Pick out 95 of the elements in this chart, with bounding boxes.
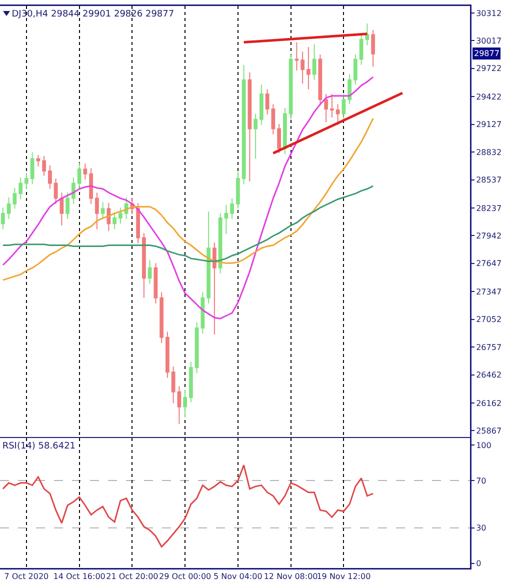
- y-tick-label: 29722: [476, 64, 502, 74]
- candlestick: [260, 84, 264, 126]
- candlestick: [300, 51, 304, 84]
- candlestick: [348, 74, 352, 105]
- candlestick: [212, 242, 216, 336]
- candlestick: [136, 202, 140, 244]
- candlestick: [265, 88, 270, 116]
- candlestick: [294, 42, 299, 71]
- candlestick: [106, 202, 111, 232]
- y-tick-label: 30312: [476, 8, 502, 18]
- chart-title: DJ30,H4 29844 29901 29826 29877: [12, 9, 174, 20]
- candlestick: [218, 212, 222, 274]
- candlestick: [224, 204, 228, 234]
- line-series: [2, 464, 374, 548]
- candlestick: [6, 196, 11, 220]
- candlestick: [277, 124, 281, 154]
- candlestick: [100, 202, 105, 220]
- y-tick-label: 0: [476, 559, 482, 568]
- candlestick: [236, 171, 240, 210]
- candlestick: [48, 164, 52, 190]
- candlestick: [154, 262, 158, 304]
- candlestick: [77, 162, 82, 190]
- candlestick: [66, 192, 70, 220]
- line-series: [2, 76, 374, 320]
- candlestick: [288, 54, 293, 120]
- x-tick-label: 12 Nov 08:00: [264, 572, 318, 582]
- line-series: [2, 118, 374, 281]
- candlestick: [354, 54, 358, 86]
- candlestick: [177, 386, 182, 424]
- candlestick: [42, 155, 46, 176]
- candlestick: [1, 207, 5, 230]
- candlestick: [18, 177, 22, 200]
- candlestick: [371, 30, 375, 68]
- candlestick: [60, 192, 64, 226]
- candlestick: [312, 44, 316, 80]
- candlestick: [271, 104, 276, 135]
- candlestick: [95, 192, 99, 230]
- line-series: [2, 185, 374, 262]
- candlestick: [365, 22, 370, 46]
- chart-title: RSI(14) 58.6421: [2, 441, 76, 452]
- candlestick: [189, 361, 193, 403]
- y-tick-label: 26162: [476, 398, 502, 408]
- y-tick-label: 27647: [476, 259, 502, 268]
- x-tick-label: 29 Oct 00:00: [158, 572, 212, 582]
- candlestick: [318, 54, 322, 106]
- candlestick: [12, 187, 17, 210]
- y-tick-label: 29127: [476, 120, 502, 130]
- candlestick: [206, 210, 210, 304]
- candlestick: [54, 178, 58, 204]
- y-tick-label: 25867: [476, 426, 502, 436]
- candlestick: [283, 108, 287, 155]
- candlestick: [194, 322, 199, 374]
- candlestick: [142, 232, 146, 298]
- candlestick: [359, 34, 364, 66]
- candlestick: [230, 198, 234, 220]
- y-tick-label: 70: [476, 476, 486, 486]
- candlestick: [89, 168, 93, 204]
- candlestick: [242, 64, 246, 185]
- x-tick-label: 21 Oct 20:00: [106, 572, 158, 582]
- y-tick-label: 30017: [476, 36, 502, 46]
- candlestick: [248, 72, 252, 182]
- candlestick: [30, 152, 34, 185]
- y-tick-label: 29422: [476, 92, 502, 102]
- candlestick: [342, 93, 346, 120]
- x-tick-label: 7 Oct 2020: [4, 572, 49, 582]
- x-tick-label: 19 Nov 12:00: [316, 572, 371, 582]
- candlestick: [148, 260, 152, 284]
- annotation: 29877: [474, 49, 500, 58]
- candlestick: [36, 154, 40, 167]
- y-tick-label: 27942: [476, 231, 502, 240]
- candlestick: [72, 177, 76, 204]
- candlestick: [336, 104, 340, 126]
- candlestick: [324, 93, 328, 123]
- y-tick-label: 100: [476, 440, 492, 450]
- y-tick-label: 30: [476, 524, 486, 533]
- y-tick-label: 28237: [476, 204, 502, 213]
- candlestick: [112, 212, 116, 230]
- candlestick: [330, 93, 334, 118]
- y-tick-label: 28832: [476, 148, 502, 157]
- y-tick-label: 28537: [476, 176, 502, 185]
- y-tick-label: 26462: [476, 370, 502, 380]
- y-tick-label: 27347: [476, 287, 502, 296]
- candlestick: [166, 331, 170, 378]
- candlestick: [83, 163, 88, 180]
- candlestick: [171, 366, 176, 404]
- y-tick-label: 26757: [476, 342, 502, 352]
- candlestick: [160, 292, 164, 344]
- candlestick: [118, 207, 122, 224]
- y-tick-label: 27052: [476, 315, 502, 324]
- candlestick: [24, 172, 28, 190]
- candlestick: [254, 113, 258, 160]
- x-tick-label: 5 Nov 04:00: [214, 572, 262, 582]
- candlestick: [183, 390, 187, 418]
- candlestick: [306, 46, 310, 90]
- x-tick-label: 14 Oct 16:00: [53, 572, 106, 582]
